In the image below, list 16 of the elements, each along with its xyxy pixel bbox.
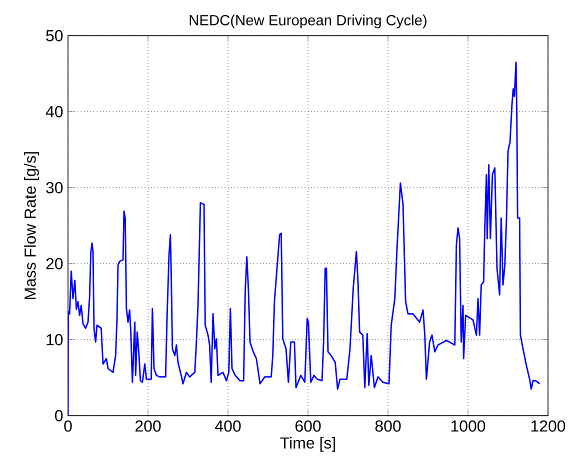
x-tick-label: 1000 (451, 420, 486, 432)
y-tick-label: 0 (55, 410, 63, 422)
y-tick-label: 40 (46, 106, 63, 118)
y-axis-title: Mass Flow Rate [g/s] (24, 152, 40, 300)
x-tick-label: 1200 (531, 420, 566, 432)
x-tick-label: 800 (375, 420, 401, 432)
chart-title: NEDC(New European Driving Cycle) (190, 14, 426, 28)
x-tick-label: 200 (135, 420, 161, 432)
x-tick-label: 400 (215, 420, 241, 432)
y-tick-label: 20 (46, 258, 63, 270)
y-tick-label: 10 (46, 334, 63, 346)
x-tick-label: 0 (64, 420, 72, 432)
y-tick-label: 50 (46, 30, 63, 42)
x-tick-label: 600 (295, 420, 321, 432)
y-tick-label: 30 (46, 182, 63, 194)
x-axis-title: Time [s] (280, 436, 335, 452)
